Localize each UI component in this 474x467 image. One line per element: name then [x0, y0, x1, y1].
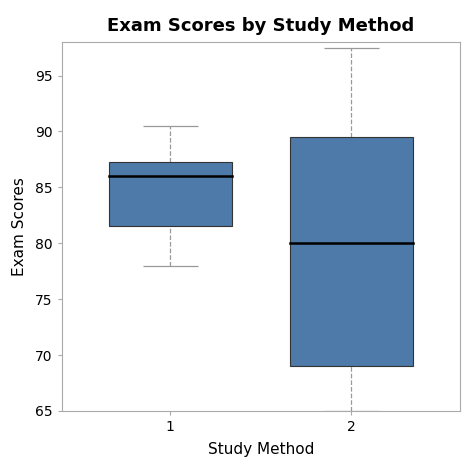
Y-axis label: Exam Scores: Exam Scores [12, 177, 27, 276]
X-axis label: Study Method: Study Method [208, 442, 314, 457]
Bar [290, 137, 413, 366]
Bar [109, 162, 232, 226]
Title: Exam Scores by Study Method: Exam Scores by Study Method [107, 17, 414, 35]
